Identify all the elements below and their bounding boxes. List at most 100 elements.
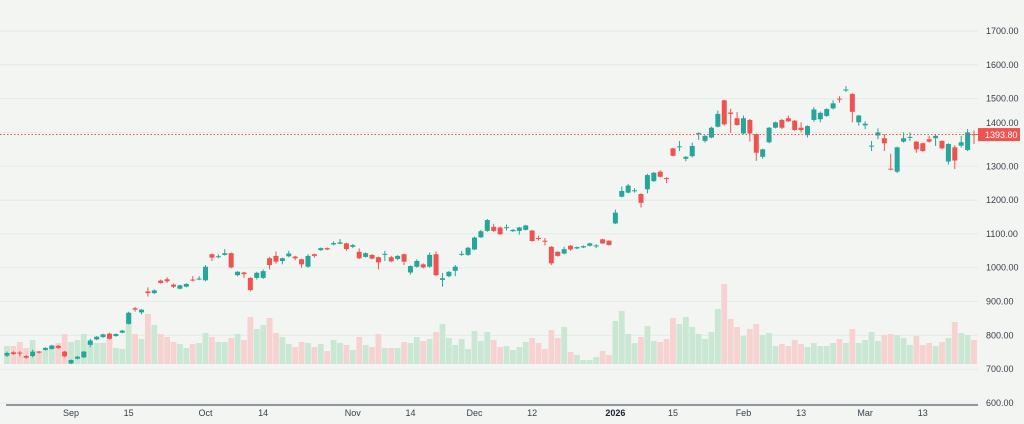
candle-body xyxy=(625,185,631,193)
time-tick-label: Dec xyxy=(466,408,483,418)
candle-body xyxy=(958,142,964,146)
candle-body xyxy=(247,277,253,291)
volume-bar xyxy=(887,334,894,364)
candle xyxy=(113,333,119,337)
volume-bar xyxy=(183,348,190,364)
candle-body xyxy=(343,243,349,250)
candle-body xyxy=(785,118,791,122)
candle xyxy=(945,143,951,165)
candle-body xyxy=(952,147,958,161)
volume-bar xyxy=(311,347,318,364)
candle xyxy=(933,134,939,146)
volume-bar xyxy=(734,327,740,364)
candle xyxy=(689,142,695,158)
volume-bar xyxy=(10,346,17,364)
candle-body xyxy=(593,245,599,247)
candle xyxy=(555,251,561,257)
price-tick-label: 1400.00 xyxy=(986,118,1019,128)
candle-body xyxy=(132,308,138,310)
volume-bar xyxy=(112,348,119,364)
candle-body xyxy=(305,255,311,267)
volume-bar xyxy=(926,343,933,364)
volume-bar xyxy=(388,348,395,364)
volume-bar xyxy=(477,341,484,364)
volume-bar xyxy=(855,343,862,364)
volume-bar xyxy=(100,343,106,364)
candle xyxy=(151,289,157,295)
candle xyxy=(343,242,349,251)
candle-body xyxy=(196,278,202,280)
volume-bar xyxy=(676,324,683,364)
volume-bar xyxy=(164,337,170,364)
volume-bar xyxy=(503,346,510,364)
candle-body xyxy=(760,149,766,157)
candle xyxy=(68,359,74,365)
candle xyxy=(228,252,234,269)
volume-bars xyxy=(4,284,977,364)
volume-bar xyxy=(458,339,465,364)
price-tick-label: 1000.00 xyxy=(986,263,1019,273)
candle-body xyxy=(676,146,682,148)
price-tick-label: 1600.00 xyxy=(986,60,1019,70)
volume-bar xyxy=(452,345,459,364)
candle xyxy=(222,249,228,256)
volume-bar xyxy=(241,340,247,364)
candle xyxy=(209,253,215,261)
candle-body xyxy=(555,251,561,256)
candle-body xyxy=(299,259,305,265)
candle xyxy=(683,156,689,162)
candle-body xyxy=(862,123,868,126)
price-axis[interactable]: 600.00 700.00 800.00 900.00 1000.00 1100.00 12… xyxy=(986,26,1019,408)
time-axis[interactable]: Sep 15 Oct 14 Nov 14 Dec 12 2026 15 Feb 13 Mar 13 xyxy=(6,404,978,418)
candle xyxy=(561,246,567,255)
candle-body xyxy=(177,285,183,289)
candle-body xyxy=(324,248,330,250)
candle xyxy=(254,271,260,280)
volume-bar xyxy=(279,337,286,364)
candle-body xyxy=(824,109,830,116)
candle xyxy=(42,347,48,351)
volume-bar xyxy=(778,344,785,364)
time-tick-label: Nov xyxy=(345,408,362,418)
candle-body xyxy=(926,139,932,142)
candle xyxy=(55,344,61,349)
volume-bar xyxy=(586,360,593,364)
volume-bar xyxy=(881,335,888,364)
price-tick-label: 900.00 xyxy=(986,297,1014,307)
volume-bar xyxy=(932,346,939,364)
candle-body xyxy=(183,283,189,287)
volume-bar xyxy=(221,342,228,364)
candle-body xyxy=(619,190,625,197)
candle-body xyxy=(740,118,746,134)
candle-body xyxy=(766,127,772,143)
candle xyxy=(407,265,413,275)
candle-body xyxy=(55,345,61,348)
candle xyxy=(574,246,580,250)
volume-bar xyxy=(439,324,446,364)
candle-body xyxy=(670,148,676,156)
volume-bar xyxy=(798,344,804,364)
candle-body xyxy=(721,100,727,125)
volume-bar xyxy=(542,349,548,364)
candle-body xyxy=(164,279,170,282)
candle xyxy=(606,240,612,246)
volume-bar xyxy=(285,344,292,364)
candle-body xyxy=(504,227,510,229)
candle xyxy=(459,250,465,256)
candle xyxy=(548,246,554,266)
candle-body xyxy=(203,266,209,281)
candle xyxy=(824,108,830,117)
candle xyxy=(657,170,663,178)
candle-body xyxy=(356,251,362,259)
volume-bar xyxy=(785,346,792,364)
volume-bar xyxy=(369,347,375,364)
candle xyxy=(279,257,285,265)
candle-body xyxy=(17,352,23,354)
candle xyxy=(94,336,100,341)
volume-bar xyxy=(612,321,619,364)
candle xyxy=(395,255,401,261)
price-tick-label: 600.00 xyxy=(986,398,1014,408)
candle-body xyxy=(510,229,516,232)
candle-body xyxy=(459,253,465,255)
